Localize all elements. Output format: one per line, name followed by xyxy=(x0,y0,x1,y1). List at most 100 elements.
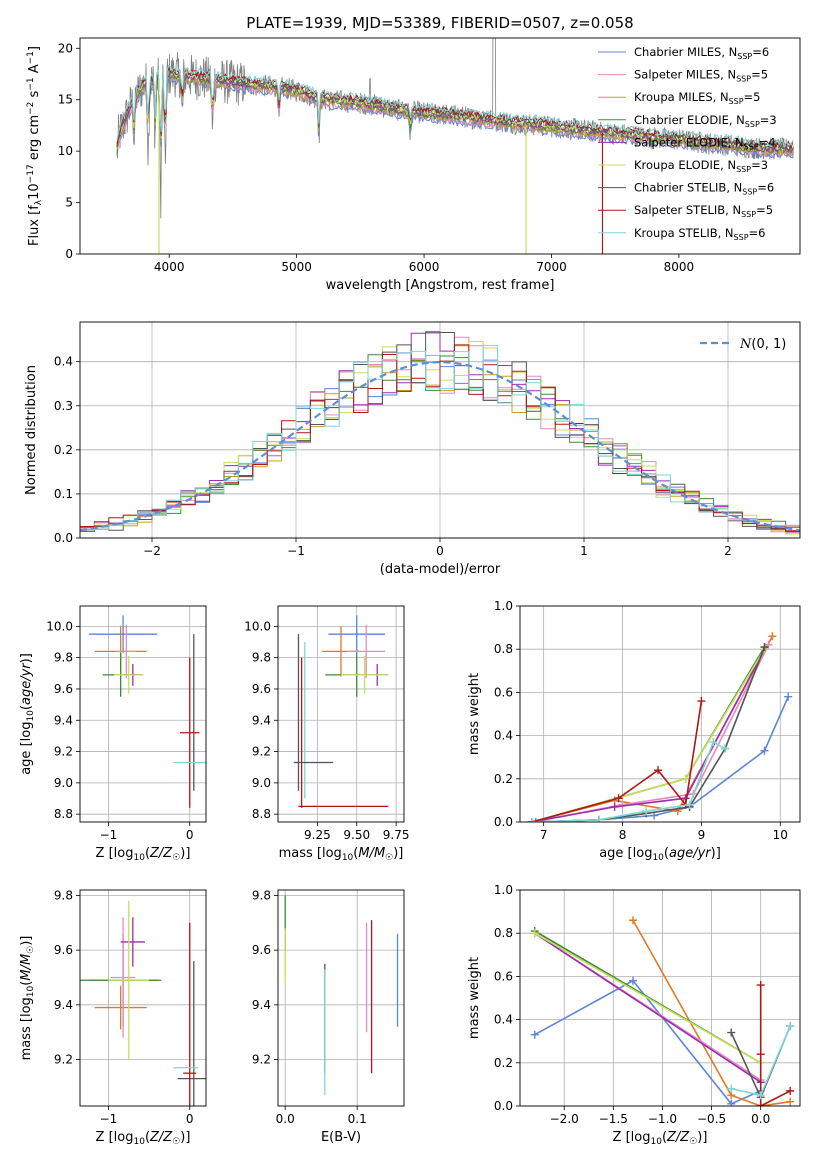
y-tick-label: 9.2 xyxy=(252,745,271,759)
weight-line xyxy=(531,740,726,822)
x-tick-label: −1 xyxy=(100,1112,118,1126)
y-tick-label: 10.0 xyxy=(244,619,271,633)
axes-mass_vs_Z: −1 0 9.2 9.4 9.6 9.8 xyxy=(54,888,206,1126)
frame-age_vs_Z xyxy=(79,605,207,823)
y-tick-label: 0.0 xyxy=(494,1099,513,1113)
spectrum-model-line xyxy=(116,65,794,147)
y-axis-label: mass weight xyxy=(467,957,482,1039)
weight-marker xyxy=(531,818,540,822)
label-part: ( xyxy=(662,1130,667,1145)
label-part: 10 xyxy=(133,853,145,863)
label-part: wavelength [Angstrom, rest frame] xyxy=(326,278,555,293)
axes-weight_vs_Z: −2.0 −1.5 −1.0 −0.5 0.0 0.0 0.2 0.4 0.6 0.8 1.0 xyxy=(494,883,800,1126)
y-tick-label: 10 xyxy=(58,144,73,158)
legend-entry: Salpeter STELIB, NSSP=5 xyxy=(634,203,773,219)
axes-mass_vs_ebv: 0.0 0.1 9.2 9.4 9.6 9.8 xyxy=(252,888,404,1126)
y-tick-label: 0.4 xyxy=(494,1013,513,1027)
x-tick-label: 2 xyxy=(724,544,732,558)
x-tick-label: 9.50 xyxy=(343,828,370,842)
x-tick-label: 4000 xyxy=(154,260,185,274)
weight-marker xyxy=(727,1099,736,1106)
x-axis-label: E(B-V) xyxy=(321,1130,361,1145)
legend-sub: SSP xyxy=(744,142,759,151)
legend-sub: SSP xyxy=(742,188,757,197)
y-tick-label: 9.0 xyxy=(252,776,271,790)
plot-area-residual_hist xyxy=(80,331,800,535)
weight-marker xyxy=(756,1050,765,1059)
label-part: mass weight xyxy=(467,673,482,755)
weight-marker xyxy=(530,929,539,938)
histogram-step xyxy=(80,344,800,531)
weight-marker xyxy=(768,632,777,641)
y-tick-label: 0.6 xyxy=(494,969,513,983)
legend-label: Chabrier MILES, N xyxy=(634,45,737,59)
weight-marker xyxy=(681,774,690,783)
weight-marker xyxy=(697,697,706,706)
label-part: Z/Z xyxy=(666,1130,690,1145)
weight-marker xyxy=(786,1086,795,1095)
label-part: Flux [f xyxy=(27,205,42,246)
y-tick-label: 1.0 xyxy=(494,883,513,897)
weight-marker xyxy=(760,643,769,652)
weight-marker xyxy=(756,1091,765,1100)
x-tick-label: −1.0 xyxy=(648,1112,677,1126)
weight-marker xyxy=(642,807,651,816)
legend-sub: SSP xyxy=(729,97,744,106)
legend-entry: Salpeter ELODIE, NSSP=4 xyxy=(634,135,776,151)
legend-sub: SSP xyxy=(736,75,751,84)
y-tick-label: 9.4 xyxy=(54,998,73,1012)
label-part: ( xyxy=(664,846,669,861)
label-part: ( xyxy=(353,846,358,861)
weight-marker xyxy=(628,916,637,925)
legend-sub: SSP xyxy=(736,165,751,174)
label-part: ( xyxy=(19,981,34,986)
legend-entry: Kroupa STELIB, NSSP=6 xyxy=(634,226,765,242)
label-part: )] xyxy=(19,936,34,946)
x-tick-label: −0.5 xyxy=(697,1112,726,1126)
plot-area-age_vs_Z xyxy=(88,615,206,808)
weight-marker xyxy=(727,1084,736,1093)
legend-label: Salpeter STELIB, N xyxy=(634,203,741,217)
legend-label: Kroupa MILES, N xyxy=(634,90,729,104)
weight-line xyxy=(531,648,766,822)
weight-line xyxy=(534,932,762,1083)
y-tick-label: 0.2 xyxy=(54,443,73,457)
y-tick-label: 15 xyxy=(58,93,73,107)
y-tick-label: 0.0 xyxy=(54,531,73,545)
label-part: erg cm xyxy=(27,115,42,164)
legend-suffix: =5 xyxy=(751,68,768,82)
y-tick-label: 8.8 xyxy=(252,807,271,821)
legend-sub: SSP xyxy=(737,52,752,61)
label-part: age [log xyxy=(599,846,652,861)
frame-spectrum xyxy=(79,37,801,255)
frame-weight_vs_age xyxy=(519,605,801,823)
x-tick-label: 0.0 xyxy=(751,1112,770,1126)
label-part: Z [log xyxy=(96,1130,134,1145)
label-part: Z [log xyxy=(96,846,134,861)
legend-entry: Kroupa ELODIE, NSSP=3 xyxy=(634,158,768,174)
label-part: )] xyxy=(180,846,190,861)
x-tick-label: 9 xyxy=(698,828,706,842)
label-part: ☉ xyxy=(385,853,393,863)
weight-marker xyxy=(709,738,718,747)
y-tick-label: 0.4 xyxy=(494,729,513,743)
y-tick-label: 0.1 xyxy=(54,487,73,501)
y-tick-label: 0.6 xyxy=(494,685,513,699)
weight-marker xyxy=(727,1028,736,1037)
weight-line xyxy=(534,932,762,1064)
legend-suffix: =5 xyxy=(756,203,773,217)
x-tick-label: 8000 xyxy=(664,260,695,274)
weight-line xyxy=(534,979,762,1105)
y-tick-label: 9.6 xyxy=(252,943,271,957)
weight-marker xyxy=(786,1097,795,1106)
x-tick-label: 10 xyxy=(773,828,788,842)
label-part: Z/Z xyxy=(149,1130,173,1145)
axes-age_vs_Z: −1 0 8.8 9.0 9.2 9.4 9.6 9.8 10.0 xyxy=(46,606,206,842)
x-tick-label: 5000 xyxy=(281,260,312,274)
x-tick-label: 0.1 xyxy=(348,1112,367,1126)
y-tick-label: 1.0 xyxy=(494,599,513,613)
x-tick-label: 0.0 xyxy=(276,1112,295,1126)
label-part: ☉ xyxy=(689,1137,697,1147)
y-tick-label: 9.8 xyxy=(54,651,73,665)
